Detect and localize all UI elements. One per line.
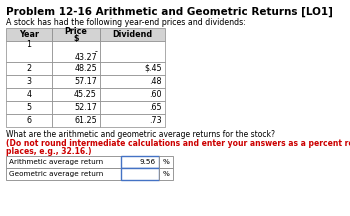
Text: 2: 2 bbox=[27, 64, 31, 73]
Text: 43.27: 43.27 bbox=[74, 53, 97, 62]
Bar bbox=[52, 75, 100, 88]
Text: 1: 1 bbox=[27, 40, 31, 49]
Text: $.45: $.45 bbox=[144, 64, 162, 73]
Text: 3: 3 bbox=[27, 77, 31, 86]
Bar bbox=[52, 62, 100, 75]
Text: Year: Year bbox=[19, 30, 39, 39]
Bar bbox=[6, 114, 52, 127]
Text: (Do not round intermediate calculations and enter your answers as a percent roun: (Do not round intermediate calculations … bbox=[6, 139, 350, 148]
Bar bbox=[6, 88, 52, 101]
Text: 48.25: 48.25 bbox=[74, 64, 97, 73]
Text: Price: Price bbox=[64, 27, 88, 36]
Text: What are the arithmetic and geometric average returns for the stock?: What are the arithmetic and geometric av… bbox=[6, 130, 277, 139]
Text: %: % bbox=[162, 171, 169, 177]
Text: Dividend: Dividend bbox=[112, 30, 153, 39]
Text: 5: 5 bbox=[27, 103, 31, 112]
Bar bbox=[52, 28, 100, 41]
Bar bbox=[52, 88, 100, 101]
Bar bbox=[6, 75, 52, 88]
Bar bbox=[52, 41, 100, 62]
Bar bbox=[159, 156, 173, 168]
Text: Geometric average return: Geometric average return bbox=[9, 171, 103, 177]
Bar bbox=[6, 28, 52, 41]
Text: %: % bbox=[162, 159, 169, 165]
Text: .48: .48 bbox=[149, 77, 162, 86]
Bar bbox=[6, 62, 52, 75]
Bar bbox=[100, 28, 165, 41]
Bar bbox=[100, 75, 165, 88]
Bar bbox=[100, 101, 165, 114]
Bar bbox=[6, 101, 52, 114]
Text: .65: .65 bbox=[149, 103, 162, 112]
Bar bbox=[6, 41, 52, 62]
Text: -: - bbox=[94, 47, 97, 56]
Text: 45.25: 45.25 bbox=[74, 90, 97, 99]
Bar bbox=[52, 101, 100, 114]
Bar bbox=[100, 88, 165, 101]
Text: .73: .73 bbox=[149, 116, 162, 125]
Text: 61.25: 61.25 bbox=[74, 116, 97, 125]
Text: .60: .60 bbox=[149, 90, 162, 99]
Text: 6: 6 bbox=[27, 116, 31, 125]
Text: A stock has had the following year-end prices and dividends:: A stock has had the following year-end p… bbox=[6, 18, 246, 27]
Text: Problem 12-16 Arithmetic and Geometric Returns [LO1]: Problem 12-16 Arithmetic and Geometric R… bbox=[6, 7, 333, 17]
Bar bbox=[6, 168, 121, 180]
Text: 9.56: 9.56 bbox=[140, 159, 156, 165]
Bar bbox=[121, 156, 159, 168]
Text: $: $ bbox=[73, 33, 79, 43]
Text: Arithmetic average return: Arithmetic average return bbox=[9, 159, 103, 165]
Bar bbox=[159, 168, 173, 180]
Bar bbox=[6, 156, 121, 168]
Bar bbox=[121, 168, 159, 180]
Text: places, e.g., 32.16.): places, e.g., 32.16.) bbox=[6, 147, 91, 156]
Bar bbox=[100, 41, 165, 62]
Bar bbox=[100, 114, 165, 127]
Text: 57.17: 57.17 bbox=[74, 77, 97, 86]
Text: 52.17: 52.17 bbox=[74, 103, 97, 112]
Bar bbox=[52, 114, 100, 127]
Bar bbox=[100, 62, 165, 75]
Text: 4: 4 bbox=[27, 90, 31, 99]
